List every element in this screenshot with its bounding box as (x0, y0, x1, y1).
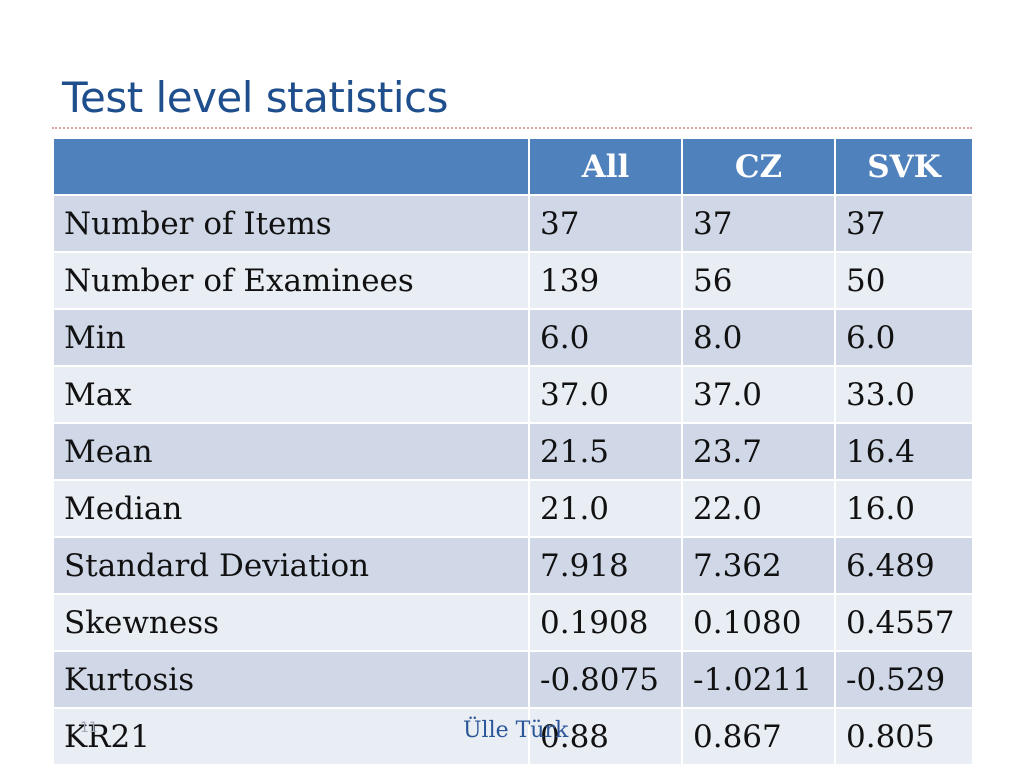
cell-value-all: 21.5 (528, 422, 683, 481)
header-cell-label (52, 137, 530, 196)
table-row: Kurtosis -0.8075 -1.0211 -0.529 (52, 650, 974, 709)
cell-value-all: 139 (528, 251, 683, 310)
cell-value-cz: 0.1080 (681, 593, 836, 652)
cell-value-cz: 23.7 (681, 422, 836, 481)
cell-value-cz: 37 (681, 194, 836, 253)
cell-value-cz: -1.0211 (681, 650, 836, 709)
cell-value-svk: 50 (834, 251, 974, 310)
table-row: Mean 21.5 23.7 16.4 (52, 422, 974, 481)
cell-value-all: 37.0 (528, 365, 683, 424)
slide-number: 11 (80, 720, 98, 736)
cell-value-svk: 16.4 (834, 422, 974, 481)
header-cell-cz: CZ (681, 137, 836, 196)
cell-row-label: Median (52, 479, 530, 538)
cell-row-label: Skewness (52, 593, 530, 652)
table-row: KR21 0.88 0.867 0.805 (52, 707, 974, 766)
footer-author: Ülle Türk (463, 718, 569, 743)
cell-value-all: 6.0 (528, 308, 683, 367)
cell-value-all: 0.88 (528, 707, 683, 766)
cell-value-cz: 7.362 (681, 536, 836, 595)
cell-value-svk: 0.4557 (834, 593, 974, 652)
cell-value-svk: 6.0 (834, 308, 974, 367)
header-cell-svk: SVK (834, 137, 974, 196)
title-divider (52, 127, 972, 129)
cell-value-svk: 6.489 (834, 536, 974, 595)
table-header-row: All CZ SVK (52, 137, 974, 196)
table-row: Skewness 0.1908 0.1080 0.4557 (52, 593, 974, 652)
cell-row-label: Kurtosis (52, 650, 530, 709)
cell-row-label: KR21 (52, 707, 530, 766)
cell-row-label: Mean (52, 422, 530, 481)
slide-title: Test level statistics (62, 73, 449, 122)
cell-row-label: Max (52, 365, 530, 424)
cell-value-all: 37 (528, 194, 683, 253)
cell-value-all: 0.1908 (528, 593, 683, 652)
cell-row-label: Number of Examinees (52, 251, 530, 310)
cell-value-cz: 56 (681, 251, 836, 310)
cell-value-cz: 37.0 (681, 365, 836, 424)
table-row: Number of Items 37 37 37 (52, 194, 974, 253)
cell-value-cz: 8.0 (681, 308, 836, 367)
cell-value-all: 7.918 (528, 536, 683, 595)
statistics-table: All CZ SVK Number of Items 37 37 37 Number o… (52, 137, 974, 766)
cell-row-label: Min (52, 308, 530, 367)
table-row: Standard Deviation 7.918 7.362 6.489 (52, 536, 974, 595)
cell-value-svk: 16.0 (834, 479, 974, 538)
cell-value-all: 21.0 (528, 479, 683, 538)
table-row: Number of Examinees 139 56 50 (52, 251, 974, 310)
cell-value-svk: 37 (834, 194, 974, 253)
cell-value-cz: 22.0 (681, 479, 836, 538)
cell-value-svk: -0.529 (834, 650, 974, 709)
cell-value-cz: 0.867 (681, 707, 836, 766)
cell-value-svk: 0.805 (834, 707, 974, 766)
table-row: Median 21.0 22.0 16.0 (52, 479, 974, 538)
cell-value-all: -0.8075 (528, 650, 683, 709)
cell-value-svk: 33.0 (834, 365, 974, 424)
header-cell-all: All (528, 137, 683, 196)
table-row: Min 6.0 8.0 6.0 (52, 308, 974, 367)
cell-row-label: Standard Deviation (52, 536, 530, 595)
table-row: Max 37.0 37.0 33.0 (52, 365, 974, 424)
cell-row-label: Number of Items (52, 194, 530, 253)
